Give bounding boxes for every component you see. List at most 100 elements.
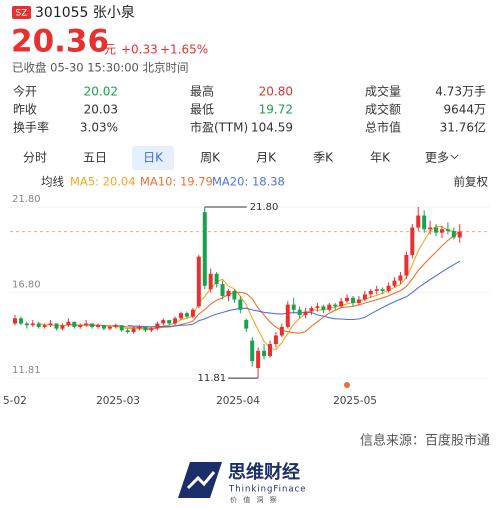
candle-body bbox=[351, 297, 356, 303]
candle-body bbox=[72, 321, 77, 327]
candle-body bbox=[226, 290, 231, 297]
tab[interactable]: 年K bbox=[370, 151, 391, 165]
candle-body bbox=[119, 325, 124, 331]
candle-body bbox=[220, 284, 225, 297]
tab[interactable]: 月K bbox=[256, 151, 277, 165]
candle-body bbox=[356, 299, 361, 303]
candle-body bbox=[137, 326, 142, 329]
market: SZ bbox=[16, 9, 28, 19]
candle-body bbox=[451, 230, 456, 238]
candle-body bbox=[78, 325, 83, 327]
tab[interactable]: 更多 bbox=[425, 151, 449, 165]
stock-name: 301055 张小泉 bbox=[35, 4, 135, 21]
candle-body bbox=[262, 350, 267, 357]
candle-body bbox=[416, 215, 421, 228]
event-marker[interactable] bbox=[344, 382, 350, 388]
tab[interactable]: 周K bbox=[200, 151, 221, 165]
ma-line bbox=[38, 225, 460, 351]
y-tick-label: 11.81 bbox=[12, 365, 41, 376]
candle-body bbox=[96, 325, 101, 327]
candle-body bbox=[155, 323, 160, 329]
candle-body bbox=[244, 320, 249, 329]
candle-body bbox=[279, 326, 284, 336]
candle-body bbox=[131, 328, 136, 333]
candle-body bbox=[24, 323, 29, 326]
candle-body bbox=[149, 328, 154, 331]
candle-body bbox=[48, 323, 53, 326]
candle-body bbox=[380, 289, 385, 291]
candle-body bbox=[428, 227, 433, 230]
candle-body bbox=[439, 229, 444, 233]
candle-body bbox=[398, 275, 403, 281]
candle-body bbox=[184, 313, 189, 317]
candle-body bbox=[327, 304, 332, 310]
candle-body bbox=[125, 330, 130, 333]
tab-selected-bg bbox=[132, 146, 174, 170]
tab[interactable]: 日K bbox=[143, 151, 164, 165]
ma-legend: MA20: 18.38 bbox=[212, 175, 285, 189]
candle-body bbox=[297, 309, 302, 315]
candle-body bbox=[66, 321, 71, 326]
stat-label: 昨收 bbox=[13, 103, 37, 117]
candle-body bbox=[404, 254, 409, 276]
candle-body bbox=[190, 309, 195, 317]
candle-body bbox=[107, 326, 112, 329]
candle-body bbox=[173, 318, 178, 324]
candle-body bbox=[333, 304, 338, 307]
candle-body bbox=[30, 323, 35, 326]
status: 已收盘 05-30 15:30:00 北京时间 bbox=[12, 61, 189, 75]
candle-body bbox=[84, 323, 89, 326]
candle-body bbox=[167, 320, 172, 324]
stat-label: 换手率 bbox=[13, 120, 49, 135]
market-badge bbox=[12, 6, 31, 19]
stat-label: 市盈(TTM) bbox=[190, 120, 248, 135]
candle-body bbox=[60, 325, 65, 329]
ma-label: 均线 bbox=[41, 175, 64, 189]
candle-body bbox=[457, 231, 462, 238]
brand-en: ThinkingFinace bbox=[228, 485, 307, 495]
candle-body bbox=[309, 308, 314, 312]
price: 20.36 bbox=[11, 24, 109, 60]
candle-body bbox=[238, 299, 243, 310]
brand: 思维财经 bbox=[228, 461, 300, 483]
candle-body bbox=[18, 318, 23, 324]
tab[interactable]: 分时 bbox=[23, 151, 47, 165]
candle-body bbox=[410, 227, 415, 255]
candle-body bbox=[42, 325, 47, 327]
price-change: +0.33 bbox=[121, 43, 158, 57]
candle-body bbox=[161, 320, 166, 324]
slogan: 价 值 洞 察 bbox=[230, 495, 279, 504]
candle-body bbox=[54, 323, 59, 329]
candle-body bbox=[392, 280, 397, 286]
candle-body bbox=[90, 323, 95, 327]
candle-body bbox=[196, 256, 201, 307]
candle-body bbox=[232, 290, 237, 300]
x-tick-label: 2025-03 bbox=[96, 395, 140, 407]
tab[interactable]: 五日 bbox=[83, 151, 107, 165]
stat-value: 20.02 bbox=[84, 85, 118, 99]
candle-body bbox=[208, 273, 213, 290]
x-tick-label: 2025-05 bbox=[333, 395, 377, 407]
ma-line bbox=[68, 231, 461, 334]
candle-body bbox=[345, 297, 350, 302]
tab[interactable]: 季K bbox=[313, 151, 334, 165]
stat-label: 最低 bbox=[190, 103, 214, 117]
candle-body bbox=[368, 290, 373, 295]
candle-body bbox=[250, 340, 255, 362]
candle-body bbox=[267, 344, 272, 357]
low-label: 11.81 bbox=[197, 373, 226, 384]
candle-body bbox=[315, 306, 320, 309]
stat-label: 成交量 bbox=[365, 84, 401, 99]
stat-value: 19.72 bbox=[259, 103, 293, 117]
stat-value: 9644万 bbox=[443, 103, 486, 117]
stat-value: 31.76亿 bbox=[440, 120, 486, 135]
more-caret bbox=[450, 154, 459, 160]
stat-value: 20.03 bbox=[84, 103, 118, 117]
candle-body bbox=[101, 325, 106, 329]
candle-body bbox=[362, 294, 367, 300]
adjust-mode[interactable]: 前复权 bbox=[454, 175, 489, 189]
stat-value: 104.59 bbox=[251, 121, 293, 135]
stat-label: 总市值 bbox=[365, 120, 401, 135]
candle-body bbox=[291, 304, 296, 310]
